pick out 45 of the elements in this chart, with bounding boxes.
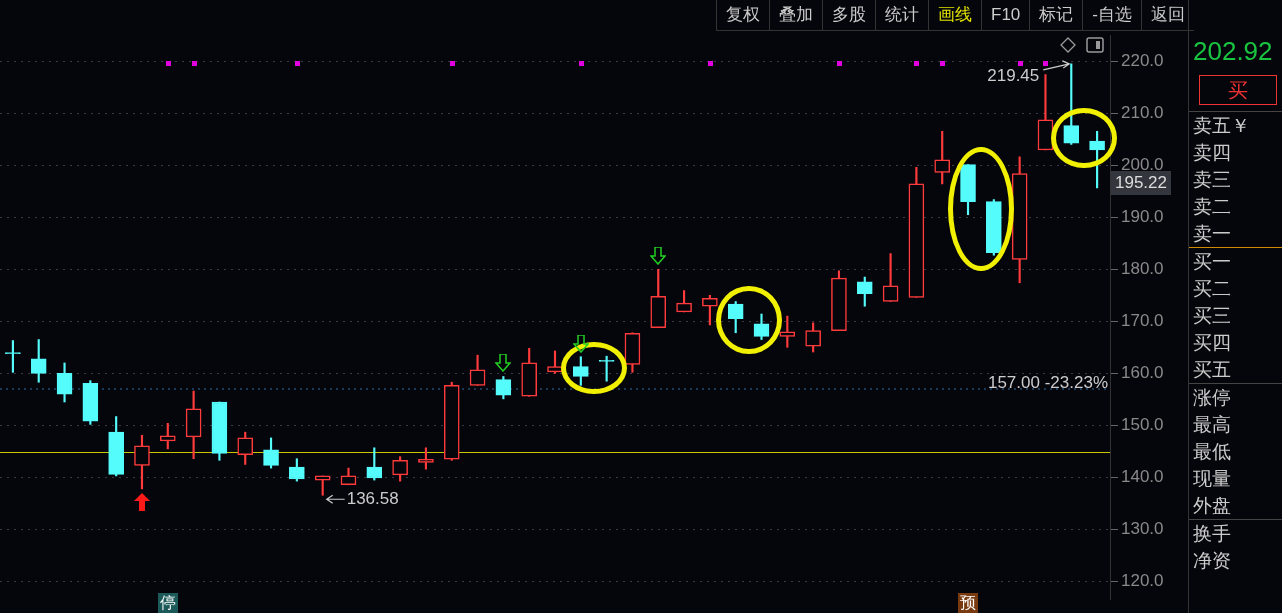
text: 195.22 (1111, 171, 1171, 195)
y-tick-label: 130.0 (1121, 519, 1164, 539)
text: 卖五￥ (1189, 111, 1282, 139)
y-tick-label: 190.0 (1121, 206, 1164, 226)
text: 买一 (1189, 247, 1282, 275)
text: 多股 (822, 0, 875, 30)
annotation: 219.45 (987, 65, 1040, 85)
text: 复权 (716, 0, 769, 30)
text: 买二 (1192, 277, 1232, 301)
text: 返回 (1140, 0, 1194, 30)
ref-line-label: 157.00 -23.23% (987, 373, 1108, 393)
text: 现量 (1192, 467, 1232, 491)
text: 卖三 (1192, 168, 1232, 192)
y-tick-label: 220.0 (1121, 50, 1164, 70)
text: 标记 (1029, 0, 1083, 30)
text: 最高 (1192, 413, 1232, 437)
text: 买四 (1192, 331, 1232, 355)
y-tick-label: 160.0 (1121, 363, 1164, 383)
annotation: 136.58 (346, 488, 399, 508)
y-tick-label: 120.0 (1121, 571, 1164, 591)
y-tick-label: 150.0 (1121, 415, 1164, 435)
text: 最低 (1192, 440, 1232, 464)
text: 净资 (1192, 549, 1232, 573)
text: 叠加 (769, 0, 822, 30)
y-tick-label: 140.0 (1121, 467, 1164, 487)
text: 统计 (875, 0, 928, 30)
text: 画线 (928, 0, 981, 30)
text: 卖二 (1192, 195, 1232, 219)
text: 买三 (1192, 304, 1232, 328)
text: 买 (1199, 75, 1277, 105)
y-tick-label: 200.0 (1121, 154, 1164, 174)
text: 卖一 (1192, 222, 1232, 246)
text: F10 (981, 0, 1030, 30)
text: 换手 (1189, 519, 1282, 547)
text: 外盘 (1192, 494, 1232, 518)
text: 卖四 (1192, 141, 1232, 165)
y-tick-label: 180.0 (1121, 258, 1164, 278)
text: 202.92 (1192, 35, 1274, 67)
annotation: 预 (958, 593, 979, 613)
text: -自选 (1082, 0, 1141, 30)
y-tick-label: 170.0 (1121, 310, 1164, 330)
text: 涨停 (1189, 383, 1282, 411)
annotation: 停 (157, 593, 178, 613)
y-tick-label: 210.0 (1121, 102, 1164, 122)
text: 买五 (1192, 358, 1232, 382)
